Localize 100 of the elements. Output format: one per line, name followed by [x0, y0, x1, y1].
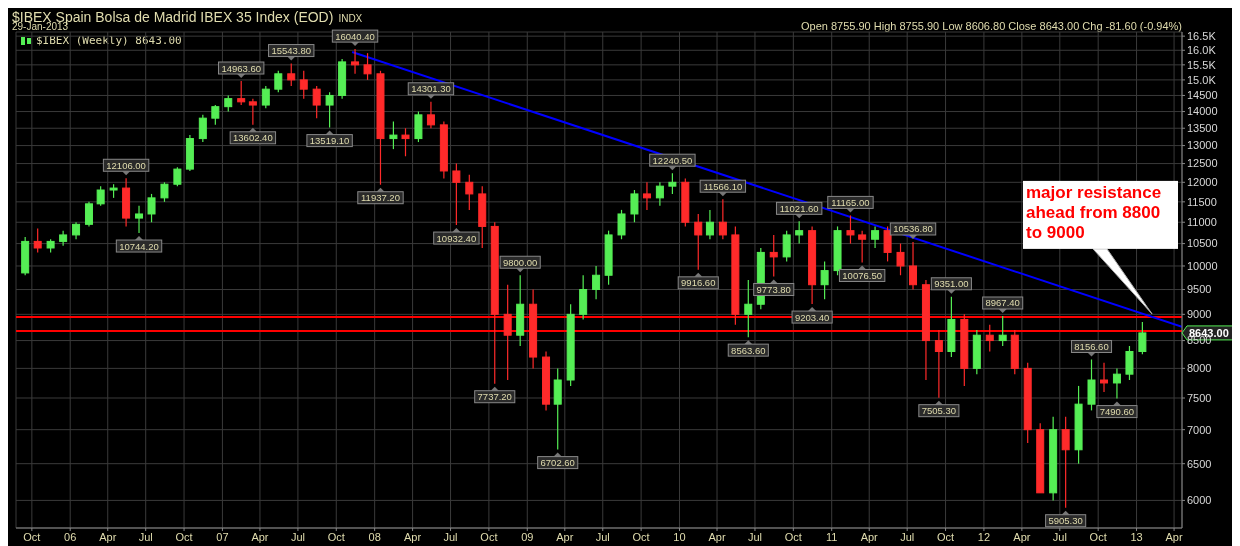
candlestick [1125, 345, 1134, 381]
candlestick [237, 80, 246, 106]
annotation: 8967.40 [985, 297, 1020, 309]
annotation: 11021.60 [779, 202, 819, 214]
candlestick [135, 205, 144, 234]
annotation: 11937.20 [361, 192, 400, 204]
x-tick-label: Apr [404, 530, 422, 543]
candlestick [782, 230, 791, 263]
candlestick [1061, 416, 1070, 509]
annotation: 7737.20 [477, 391, 512, 403]
candlestick [312, 85, 321, 119]
y-tick-label: 7000 [1187, 423, 1212, 436]
candlestick [351, 48, 360, 75]
candlestick [274, 70, 283, 93]
annotation: 6702.60 [540, 457, 575, 469]
x-tick-label: 13 [1130, 530, 1143, 543]
x-tick-label: Jul [443, 530, 458, 543]
candlestick [883, 225, 892, 263]
x-tick-label: 11 [825, 530, 838, 543]
annotation: 15543.80 [271, 45, 312, 57]
y-tick-label: 15.0K [1187, 73, 1217, 86]
y-tick-label: 16.5K [1187, 30, 1217, 43]
candlestick [248, 98, 257, 126]
annotation: 9203.40 [794, 311, 830, 323]
annotation: 7490.60 [1099, 406, 1135, 418]
candlestick [84, 201, 93, 228]
annotation: 8156.60 [1074, 340, 1109, 352]
x-tick-label: 10 [673, 530, 686, 543]
candlestick [414, 110, 423, 143]
candlestick [1138, 321, 1147, 355]
x-tick-label: Apr [556, 530, 574, 543]
x-tick-label: Jul [290, 530, 305, 543]
x-tick-label: 12 [977, 530, 991, 543]
candlestick [325, 91, 334, 129]
x-tick-label: Oct [632, 530, 650, 543]
candlestick [744, 279, 753, 338]
annotation: 10536.80 [893, 223, 933, 235]
x-tick-label: Apr [708, 530, 726, 543]
x-tick-label: Oct [480, 530, 498, 543]
candlestick [299, 70, 308, 100]
annotation: 12240.50 [652, 154, 693, 166]
x-tick-label: Apr [251, 530, 269, 543]
candlestick [985, 324, 994, 353]
candlestick [718, 198, 727, 240]
annotation: 13519.10 [309, 135, 350, 147]
annotation: major resistance ahead from 8800 to 9000 [1025, 181, 1163, 244]
y-tick-label: 10000 [1187, 259, 1218, 272]
candlestick [33, 227, 42, 254]
annotation: 10076.50 [842, 269, 882, 281]
x-tick-label: 06 [64, 530, 77, 543]
y-tick-label: 13500 [1187, 122, 1218, 135]
y-tick-label: 13000 [1187, 139, 1218, 152]
candlestick [694, 213, 703, 271]
x-tick-label: 07 [216, 530, 229, 543]
candlestick [1112, 367, 1121, 400]
x-tick-label: Apr [1013, 530, 1031, 543]
annotation: 12106.00 [106, 159, 146, 171]
y-tick-label: 8000 [1187, 362, 1212, 375]
y-tick-label: 11500 [1187, 195, 1217, 208]
candlestick [401, 127, 410, 157]
y-tick-label: 14500 [1187, 89, 1218, 102]
candlestick [909, 241, 918, 291]
x-tick-label: Jul [1052, 530, 1067, 543]
y-tick-label: 16.0K [1187, 44, 1217, 57]
x-tick-label: Apr [99, 530, 117, 543]
x-tick-label: Oct [936, 530, 955, 543]
x-tick-label: Oct [175, 530, 193, 543]
y-tick-label: 6000 [1187, 494, 1212, 507]
y-tick-label: 11000 [1187, 216, 1217, 229]
candlestick [503, 284, 512, 381]
annotation: 11566.10 [703, 180, 743, 192]
candlestick [642, 181, 651, 211]
candlestick [287, 62, 296, 87]
x-tick-label: Oct [784, 530, 802, 543]
y-tick-label: 9000 [1187, 308, 1212, 321]
candlestick [261, 85, 270, 109]
y-tick-label: 12000 [1187, 176, 1218, 189]
y-tick-label: 7500 [1187, 391, 1212, 404]
y-tick-label: 9500 [1187, 283, 1212, 296]
candlestick [668, 172, 677, 195]
candlestick [160, 181, 169, 203]
x-tick-label: Jul [138, 530, 153, 543]
candlestick [426, 101, 435, 129]
legend-label: $IBEX (Weekly) 8643.00 [36, 34, 182, 47]
y-tick-label: 12500 [1187, 157, 1218, 170]
x-tick-label: Apr [1165, 530, 1183, 543]
text: INDX [338, 13, 363, 24]
x-tick-label: Jul [900, 530, 915, 543]
x-tick-label: Oct [327, 530, 345, 543]
x-tick-label: Jul [595, 530, 610, 543]
y-tick-label: 10500 [1187, 237, 1218, 250]
annotation: 9773.80 [756, 283, 791, 295]
x-tick-label: Oct [23, 530, 41, 543]
candlestick [871, 225, 880, 249]
annotation: 13602.40 [233, 132, 273, 144]
candlestick [998, 315, 1007, 347]
candlestick [363, 52, 372, 81]
x-tick-label: Jul [747, 530, 762, 543]
annotation: 9800.00 [503, 256, 538, 268]
candlestick [96, 185, 105, 207]
